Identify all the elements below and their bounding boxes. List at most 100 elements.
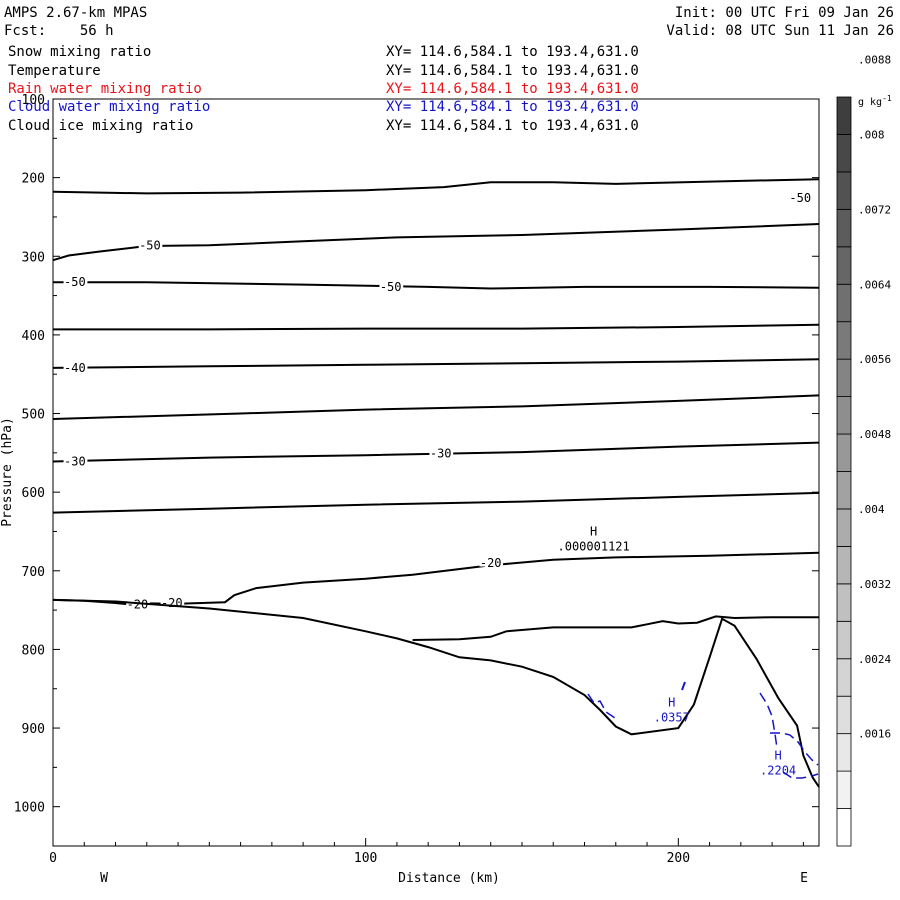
legend-range-cloud-ice: XY= 114.6,584.1 to 193.4,631.0: [386, 118, 639, 134]
colorbar-label: .0056: [858, 353, 891, 366]
contour-label: -30: [430, 447, 452, 461]
cloud-water-contours: [587, 681, 819, 779]
cloud-water-contour-3: [770, 732, 819, 766]
colorbar-band: [836, 658, 852, 697]
cloud-water-contour-1: [587, 693, 619, 721]
colorbar-band: [836, 321, 852, 360]
legend-range-temperature: XY= 114.6,584.1 to 193.4,631.0: [386, 63, 639, 79]
colorbar-label: .0064: [858, 278, 891, 291]
temperature-contour-4: [53, 323, 820, 331]
legend-name-cloud-ice: Cloud ice mixing ratio: [8, 118, 194, 134]
colorbar-band: [836, 583, 852, 622]
contour-label: -20: [127, 598, 149, 612]
west-label: W: [100, 871, 108, 886]
x-tick-label: 0: [49, 851, 57, 866]
colorbar-label: .008: [858, 128, 885, 141]
contour-label: -20: [480, 556, 502, 570]
legend-name-cloud-water: Cloud water mixing ratio: [8, 99, 211, 115]
temperature-contour-11: [412, 615, 819, 641]
annotation-marker: H: [590, 525, 597, 539]
colorbar-band: [836, 396, 852, 435]
annotation-value: .0357: [654, 710, 690, 724]
colorbar-units-sup: -1: [882, 94, 892, 103]
legend-name-snow: Snow mixing ratio: [8, 44, 152, 60]
y-tick-label: 300: [22, 250, 45, 265]
colorbar-band: [836, 471, 852, 510]
cloud-water-contour-2: [759, 692, 778, 749]
terrain-line: [52, 598, 820, 788]
colorbar-band: [836, 96, 852, 135]
model-title: AMPS 2.67-km MPAS: [4, 5, 148, 21]
colorbar: .0016 .0024 .0032 .004 .0048 .0056 .0064 .0072.…: [836, 54, 892, 847]
legend-range-snow: XY= 114.6,584.1 to 193.4,631.0: [386, 44, 639, 60]
contour-label: -20: [161, 596, 183, 610]
y-tick-label: 500: [22, 408, 45, 423]
x-tick-label: 100: [354, 851, 377, 866]
contour-label: -50: [380, 280, 402, 294]
temperature-contours: -50 -50 -50 -50 -40 -30 -30 -20 -20 -20: [52, 178, 820, 641]
annotation-value: .2204: [760, 764, 796, 778]
temperature-contour-1: [52, 178, 820, 195]
temperature-contour-5: [52, 358, 820, 369]
y-tick-label: 900: [22, 722, 45, 737]
contour-label: -50: [139, 238, 161, 252]
colorbar-label: .0016: [858, 728, 891, 741]
y-tick-label: 600: [22, 486, 45, 501]
contour-label: -50: [64, 275, 86, 289]
valid-time: Valid: 08 UTC Sun 11 Jan 26: [666, 23, 894, 39]
init-time: Init: 00 UTC Fri 09 Jan 26: [674, 5, 894, 21]
plot-frame: [52, 98, 820, 847]
colorbar-band: [836, 358, 852, 397]
colorbar-label: .004: [858, 503, 885, 516]
annotation-marker: H: [668, 695, 675, 709]
colorbar-band: [836, 208, 852, 248]
fcst-label: Fcst:: [4, 23, 47, 39]
cloud-water-contour-5: [681, 681, 686, 691]
y-tick-label: 800: [22, 643, 45, 658]
x-axis-label: Distance (km): [398, 871, 500, 886]
colorbar-band: [836, 808, 852, 847]
legend-name-temperature: Temperature: [8, 63, 101, 79]
cloud-water-contour-4: [782, 771, 819, 779]
colorbar-units: g kg-1: [858, 94, 892, 108]
colorbar-band: [836, 508, 852, 547]
colorbar-label: .0048: [858, 428, 891, 441]
y-tick-label: 200: [22, 172, 45, 187]
terrain-outline: [52, 598, 820, 788]
contour-label: -30: [64, 454, 86, 468]
x-tick-label: 200: [667, 851, 690, 866]
temperature-contour-7: [52, 441, 820, 463]
y-tick-label: 1000: [14, 801, 45, 816]
legend-range-cloud-water: XY= 114.6,584.1 to 193.4,631.0: [386, 99, 639, 115]
east-label: E: [800, 871, 808, 886]
y-tick-label: 400: [22, 329, 45, 344]
colorbar-band: [836, 733, 852, 772]
colorbar-band: [836, 620, 852, 660]
annotation-value: .000001121: [558, 540, 630, 554]
colorbar-band: [836, 134, 852, 173]
temperature-contour-9: [115, 551, 820, 605]
colorbar-label: .0024: [858, 653, 891, 666]
colorbar-band: [836, 283, 852, 323]
temperature-contour-8: [52, 491, 820, 514]
annotation-marker: H: [774, 749, 781, 763]
colorbar-band: [836, 171, 852, 210]
forecast-hour: Fcst: 56 h: [4, 22, 114, 40]
fcst-value: 56 h: [79, 23, 114, 39]
colorbar-band: [836, 695, 852, 735]
legend-range-rain: XY= 114.6,584.1 to 193.4,631.0: [386, 81, 639, 97]
temperature-contour-2: [52, 223, 820, 262]
colorbar-label: .0072: [858, 203, 891, 216]
y-tick-label: 700: [22, 565, 45, 580]
colorbar-band: [836, 546, 852, 585]
colorbar-band: [836, 433, 852, 472]
colorbar-band: [836, 770, 852, 809]
colorbar-label: .0032: [858, 578, 891, 591]
y-tick-label: 100: [22, 93, 45, 108]
axes: 100 200 300 400 500 600 700 800 900 1000 0 100 200: [14, 93, 819, 866]
colorbar-label: .0088: [858, 54, 891, 67]
contour-label: -40: [64, 361, 86, 375]
y-axis-label: Pressure (hPa): [0, 417, 15, 527]
contour-label: -50: [789, 191, 811, 205]
